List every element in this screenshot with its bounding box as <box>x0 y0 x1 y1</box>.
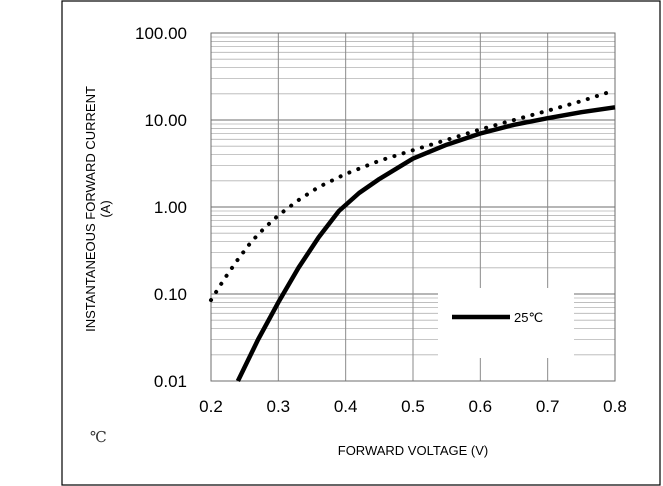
x-tick-label: 0.6 <box>469 397 493 416</box>
series-group <box>209 88 617 382</box>
plot-border <box>210 32 616 382</box>
x-axis-title: FORWARD VOLTAGE (V) <box>338 443 488 458</box>
x-tick-label: 0.4 <box>334 397 358 416</box>
y-tick-label: 0.01 <box>154 372 187 391</box>
plot-area <box>210 32 616 382</box>
stray-degree-symbol: ℃ <box>90 428 107 446</box>
grid <box>210 33 616 382</box>
series-line-25c <box>235 105 616 382</box>
chart-frame <box>61 0 661 486</box>
y-axis-title-line-1: INSTANTANEOUS FORWARD CURRENT <box>83 86 98 332</box>
x-tick-label: 0.5 <box>401 397 425 416</box>
x-tick-label: 0.2 <box>199 397 223 416</box>
y-tick-label: 100.00 <box>135 24 187 43</box>
legend-box <box>438 288 574 358</box>
y-axis-title-line-2: (A) <box>98 200 113 217</box>
y-tick-label: 0.10 <box>154 285 187 304</box>
legend: 25℃ <box>438 288 574 358</box>
legend-label-25c: 25℃ <box>514 310 543 325</box>
x-tick-label: 0.8 <box>603 397 627 416</box>
x-tick-label: 0.3 <box>267 397 291 416</box>
y-tick-label: 10.00 <box>144 111 187 130</box>
x-tick-labels: 0.2 0.3 0.4 0.5 0.6 0.7 0.8 <box>199 397 627 416</box>
y-tick-labels: 0.01 0.10 1.00 10.00 100.00 <box>135 24 187 391</box>
x-tick-label: 0.7 <box>536 397 560 416</box>
y-tick-label: 1.00 <box>154 198 187 217</box>
